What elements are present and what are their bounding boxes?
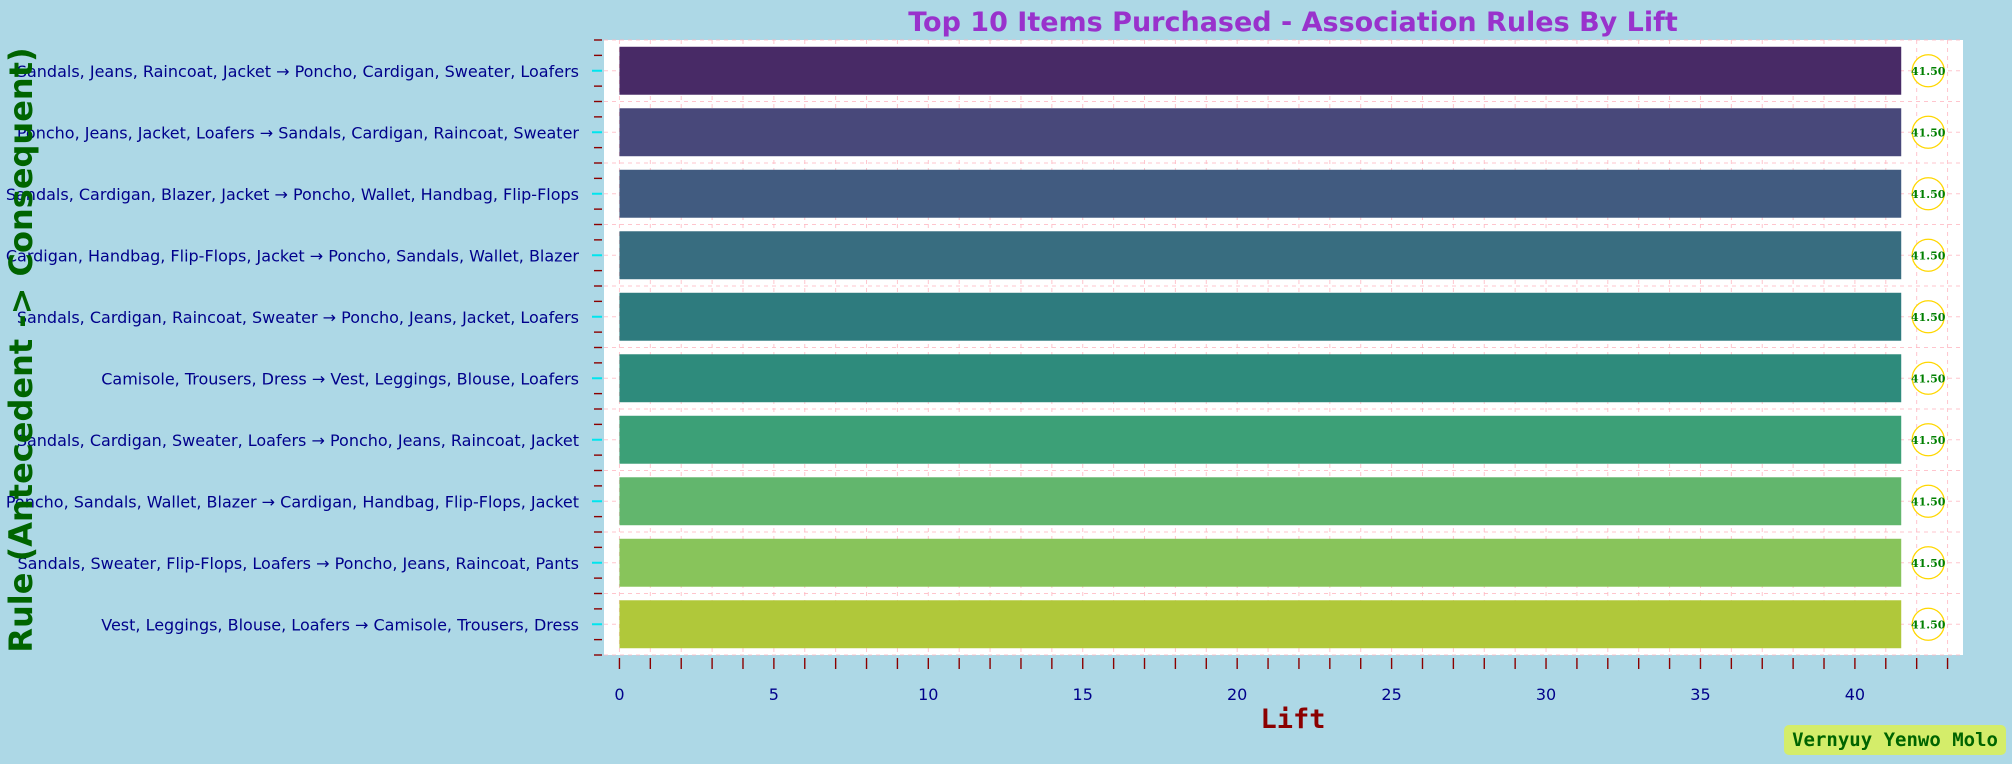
data-label-badge: [1911, 546, 1945, 580]
bar: [619, 415, 1902, 464]
y-tick-label: Poncho, Sandals, Wallet, Blazer → Cardig…: [6, 492, 579, 511]
y-tick-label: Poncho, Jeans, Jacket, Loafers → Sandals…: [17, 123, 580, 142]
x-tick-label: 15: [1073, 685, 1093, 704]
data-label-badge: [1911, 607, 1945, 641]
data-label-badge: [1911, 115, 1945, 149]
data-labels: 41.50 41.50 41.50 41.50 41.50 41.50 41.50 41.50…: [1911, 54, 1946, 641]
y-tick-label: Sandals, Sweater, Flip-Flops, Loafers → …: [18, 554, 580, 573]
y-tick-label: Sandals, Jeans, Raincoat, Jacket → Ponch…: [17, 62, 579, 81]
data-label: 41.50: [1911, 434, 1946, 447]
data-label-badge: [1911, 238, 1945, 272]
data-label: 41.50: [1911, 126, 1946, 139]
bars: [619, 46, 1902, 649]
data-label: 41.50: [1911, 618, 1946, 631]
bar: [619, 169, 1902, 218]
bar: [619, 477, 1902, 526]
y-axis: Sandals, Jeans, Raincoat, Jacket → Ponch…: [6, 39, 602, 656]
y-tick-label: Camisole, Trousers, Dress → Vest, Leggin…: [101, 369, 579, 388]
x-tick-label: 10: [918, 685, 938, 704]
y-tick-label: Vest, Leggings, Blouse, Loafers → Camiso…: [101, 615, 579, 634]
data-label-badge: [1911, 177, 1945, 211]
data-label: 41.50: [1911, 65, 1946, 78]
data-label: 41.50: [1911, 372, 1946, 385]
data-label: 41.50: [1911, 495, 1946, 508]
x-tick-label: 5: [769, 685, 779, 704]
y-tick-label: Sandals, Cardigan, Blazer, Jacket → Ponc…: [6, 185, 579, 204]
bar: [619, 231, 1902, 280]
data-label-badge: [1911, 54, 1945, 88]
data-label: 41.50: [1911, 557, 1946, 570]
x-tick-label: 0: [614, 685, 624, 704]
x-tick-label: 25: [1381, 685, 1401, 704]
bar: [619, 108, 1902, 157]
bar: [619, 600, 1902, 649]
data-label-badge: [1911, 361, 1945, 395]
x-tick-label: 35: [1690, 685, 1710, 704]
chart-title: Top 10 Items Purchased - Association Rul…: [908, 7, 1678, 38]
data-label-badge: [1911, 423, 1945, 457]
data-label: 41.50: [1911, 311, 1946, 324]
data-label: 41.50: [1911, 249, 1946, 262]
y-tick-label: Sandals, Cardigan, Raincoat, Sweater → P…: [17, 308, 579, 327]
y-tick-label: Cardigan, Handbag, Flip-Flops, Jacket → …: [6, 246, 580, 265]
x-axis: 0 5 10 15 20 25 30 35 40: [614, 658, 1949, 704]
x-axis-label: Lift: [1260, 704, 1325, 735]
x-tick-label: 20: [1227, 685, 1247, 704]
x-tick-label: 40: [1845, 685, 1865, 704]
bar: [619, 292, 1902, 341]
data-label: 41.50: [1911, 188, 1946, 201]
x-tick-label: 30: [1536, 685, 1556, 704]
y-axis-label: Rule (Antecedent -> Consequent): [2, 47, 40, 652]
bar: [619, 538, 1902, 587]
data-label-badge: [1911, 484, 1945, 518]
author-watermark: Vernyuy Yenwo Molo: [1784, 725, 2006, 755]
data-label-badge: [1911, 300, 1945, 334]
bar: [619, 354, 1902, 403]
y-tick-label: Sandals, Cardigan, Sweater, Loafers → Po…: [17, 431, 579, 450]
bar: [619, 46, 1902, 95]
